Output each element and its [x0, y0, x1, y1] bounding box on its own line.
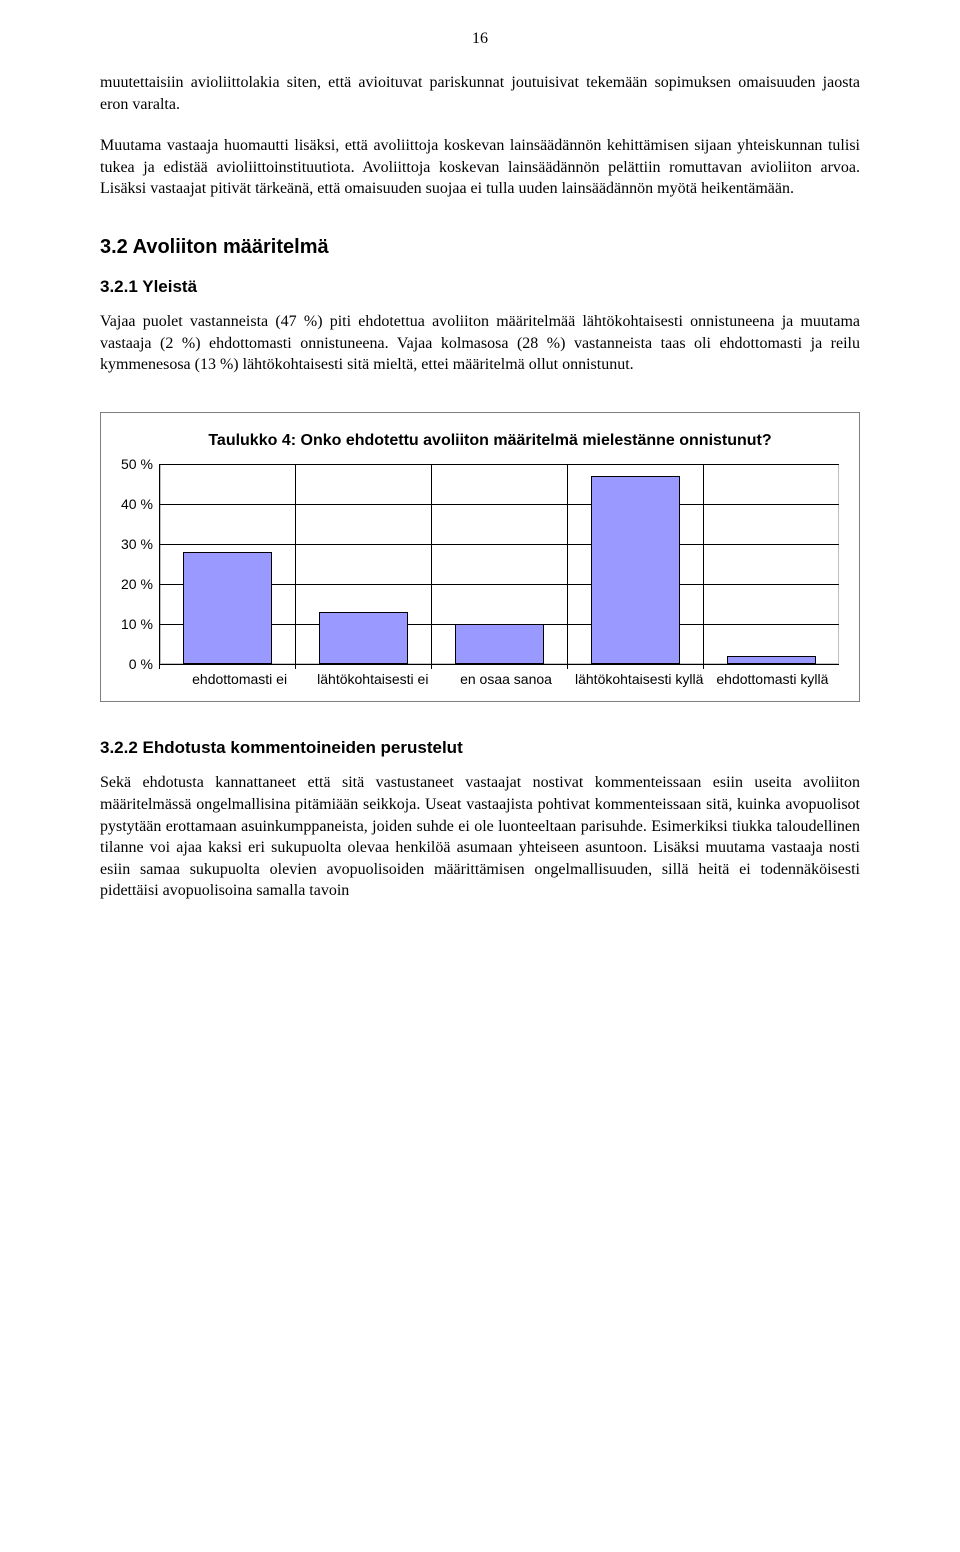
- chart-x-tick: [295, 664, 296, 669]
- chart-y-axis: 50 %40 %30 %20 %10 %0 %: [121, 464, 159, 664]
- heading-2: 3.2 Avoliiton määritelmä: [100, 236, 860, 259]
- chart-bar-slot: [432, 464, 568, 664]
- chart-x-tick: [431, 664, 432, 669]
- chart-bar-slot: [704, 464, 839, 664]
- chart-bar: [319, 612, 408, 664]
- heading-3: 3.2.1 Yleistä: [100, 277, 860, 297]
- chart-bar: [727, 656, 816, 664]
- chart-x-label: ehdottomasti kyllä: [706, 671, 839, 688]
- chart-x-tick: [159, 664, 160, 669]
- chart-x-tick: [703, 664, 704, 669]
- chart-bar-slot: [568, 464, 704, 664]
- chart-title: Taulukko 4: Onko ehdotettu avoliiton mää…: [201, 431, 779, 452]
- paragraph: Sekä ehdotusta kannattaneet että sitä va…: [100, 772, 860, 902]
- chart-bar-slot: [160, 464, 296, 664]
- paragraph: Vajaa puolet vastanneista (47 %) piti eh…: [100, 311, 860, 376]
- chart-bar: [455, 624, 544, 664]
- document-page: 16 muutettaisiin avioliittolakia siten, …: [0, 0, 960, 962]
- chart-bar-slot: [296, 464, 432, 664]
- chart-x-label: en osaa sanoa: [439, 671, 572, 688]
- chart-bar: [183, 552, 272, 664]
- heading-3: 3.2.2 Ehdotusta kommentoineiden perustel…: [100, 738, 860, 758]
- paragraph: Muutama vastaaja huomautti lisäksi, että…: [100, 135, 860, 200]
- chart-bar: [591, 476, 680, 664]
- chart-x-axis: ehdottomasti eilähtökohtaisesti eien osa…: [173, 671, 839, 688]
- chart-x-label: ehdottomasti ei: [173, 671, 306, 688]
- chart-container: Taulukko 4: Onko ehdotettu avoliiton mää…: [100, 412, 860, 703]
- page-number: 16: [100, 30, 860, 48]
- chart-x-label: lähtökohtaisesti kyllä: [573, 671, 706, 688]
- chart-plot: 50 %40 %30 %20 %10 %0 %: [121, 464, 839, 665]
- chart-x-label: lähtökohtaisesti ei: [306, 671, 439, 688]
- chart-x-tick: [567, 664, 568, 669]
- paragraph: muutettaisiin avioliittolakia siten, ett…: [100, 72, 860, 115]
- chart-plot-area: [159, 464, 839, 665]
- chart-bars: [160, 464, 839, 664]
